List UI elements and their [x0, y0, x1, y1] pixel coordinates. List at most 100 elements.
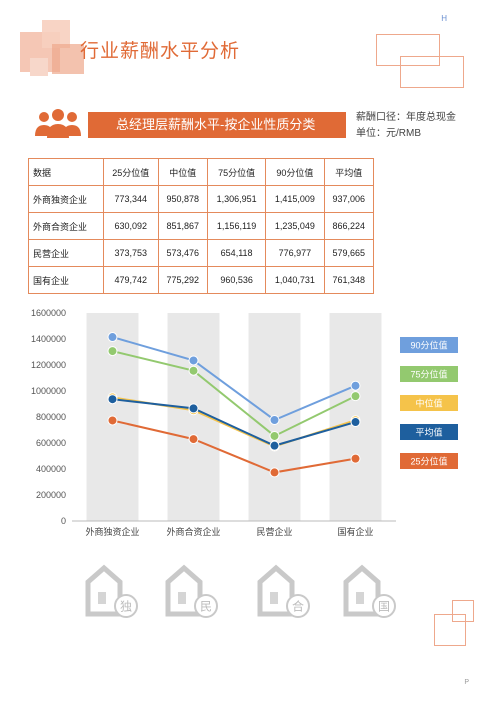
- decor-square: [52, 44, 84, 74]
- data-point: [269, 430, 280, 441]
- table-row: 外商合资企业 630,092 851,867 1,156,119 1,235,049 86…: [28, 212, 375, 240]
- data-point: [350, 417, 361, 428]
- legend-label: 75分位值: [410, 369, 447, 380]
- corner-mark: H: [441, 14, 447, 23]
- data-point: [107, 394, 118, 405]
- table-cell: 851,867: [157, 212, 208, 240]
- table-header-cell: 90分位值: [265, 158, 325, 186]
- icon-badge-char: 合: [292, 599, 304, 614]
- salary-line-chart: 0 200000 400000 600000 800000 1000000 1200000 1…: [31, 308, 458, 537]
- decor-frame: [400, 56, 464, 88]
- series-line: [112, 336, 356, 422]
- pay-caliber-note: 薪酬口径：年度总现金 单位：元/RMB: [356, 110, 456, 142]
- table-header-cell: 平均值: [323, 158, 375, 186]
- y-tick-label: 400000: [36, 464, 66, 474]
- decor-frame: [376, 34, 440, 66]
- y-tick-label: 1200000: [31, 360, 66, 370]
- x-tick-label: 民营企业: [256, 526, 292, 537]
- foreign-owned-icon: 独: [85, 564, 138, 618]
- legend-swatch: [400, 453, 458, 469]
- decor-square: [30, 58, 48, 76]
- table-cell: 1,156,119: [206, 212, 267, 240]
- table-header-row: 数据 25分位值 中位值 75分位值 90分位值 平均值: [28, 158, 375, 186]
- table-row-label: 外商独资企业: [28, 185, 104, 213]
- legend-swatch: [400, 337, 458, 353]
- decor-frame: [452, 600, 474, 622]
- x-tick-label: 外商独资企业: [85, 526, 139, 537]
- data-point: [107, 346, 118, 357]
- legend-swatch: [400, 395, 458, 411]
- private-enterprise-icon: 合: [257, 564, 310, 618]
- table-header-cell: 数据: [28, 158, 104, 186]
- legend-swatch: [400, 366, 458, 382]
- table-cell: 1,306,951: [206, 185, 267, 213]
- data-point: [269, 414, 280, 425]
- data-point: [107, 415, 118, 426]
- legend-label: 25分位值: [410, 456, 447, 467]
- decor-frame: [434, 614, 466, 646]
- table-header-cell: 25分位值: [102, 158, 159, 186]
- table-cell: 866,224: [323, 212, 375, 240]
- table-cell: 579,665: [323, 239, 375, 267]
- series-line: [112, 419, 356, 474]
- table-cell: 950,878: [157, 185, 208, 213]
- data-point: [269, 440, 280, 451]
- table-cell: 1,235,049: [265, 212, 325, 240]
- data-point: [188, 434, 199, 445]
- table-header-cell: 75分位值: [206, 158, 267, 186]
- table-cell: 373,753: [102, 239, 159, 267]
- legend-label: 中位值: [415, 398, 442, 409]
- table-cell: 773,344: [102, 185, 159, 213]
- series-line: [112, 396, 356, 448]
- legend-label: 平均值: [415, 427, 442, 438]
- enterprise-type-icons: 独民合国: [85, 564, 396, 618]
- y-tick-label: 0: [61, 516, 66, 526]
- legend-label: 90分位值: [410, 340, 447, 351]
- data-point: [188, 355, 199, 366]
- icon-badge-char: 独: [120, 600, 132, 614]
- legend-swatch: [400, 424, 458, 440]
- table-cell: 775,292: [157, 266, 208, 294]
- table-row: 外商独资企业 773,344 950,878 1,306,951 1,415,009 93…: [28, 185, 375, 213]
- section-banner: 总经理层薪酬水平-按企业性质分类: [88, 112, 346, 138]
- table-cell: 573,476: [157, 239, 208, 267]
- unit-text: 单位：元/RMB: [356, 128, 421, 139]
- table-cell: 761,348: [323, 266, 375, 294]
- data-point: [350, 391, 361, 402]
- people-icon: [35, 109, 81, 138]
- table-header-cell: 中位值: [157, 158, 208, 186]
- decor-square: [42, 20, 70, 48]
- page-mark: P: [464, 679, 469, 686]
- state-owned-icon: 国: [343, 564, 396, 618]
- table-row: 民营企业 373,753 573,476 654,118 776,977 579,665: [28, 239, 375, 267]
- data-point: [107, 332, 118, 343]
- table-cell: 937,006: [323, 185, 375, 213]
- table-row-label: 国有企业: [28, 266, 104, 294]
- y-tick-label: 1000000: [31, 386, 66, 396]
- table-row: 国有企业 479,742 775,292 960,536 1,040,731 761,34…: [28, 266, 375, 294]
- data-point: [269, 467, 280, 478]
- data-point: [350, 380, 361, 391]
- page-title: 行业薪酬水平分析: [80, 41, 241, 62]
- table-cell: 960,536: [206, 266, 267, 294]
- series-line: [112, 350, 356, 438]
- table-row-label: 外商合资企业: [28, 212, 104, 240]
- data-point: [350, 453, 361, 464]
- y-tick-label: 200000: [36, 490, 66, 500]
- icon-badge-char: 国: [378, 600, 390, 614]
- table-cell: 630,092: [102, 212, 159, 240]
- table-cell: 1,415,009: [265, 185, 325, 213]
- table-row-label: 民营企业: [28, 239, 104, 267]
- table-cell: 1,040,731: [265, 266, 325, 294]
- y-tick-label: 1400000: [31, 334, 66, 344]
- data-point: [188, 365, 199, 376]
- series-line: [112, 398, 356, 447]
- salary-table: 数据 25分位值 中位值 75分位值 90分位值 平均值 外商独资企业 773,344 950,…: [28, 158, 375, 294]
- caliber-text: 薪酬口径：年度总现金: [356, 112, 456, 123]
- table-cell: 654,118: [206, 239, 267, 267]
- y-tick-label: 1600000: [31, 308, 66, 318]
- joint-venture-icon: 民: [165, 564, 218, 618]
- x-tick-label: 外商合资企业: [166, 526, 220, 537]
- table-cell: 776,977: [265, 239, 325, 267]
- y-tick-label: 800000: [36, 412, 66, 422]
